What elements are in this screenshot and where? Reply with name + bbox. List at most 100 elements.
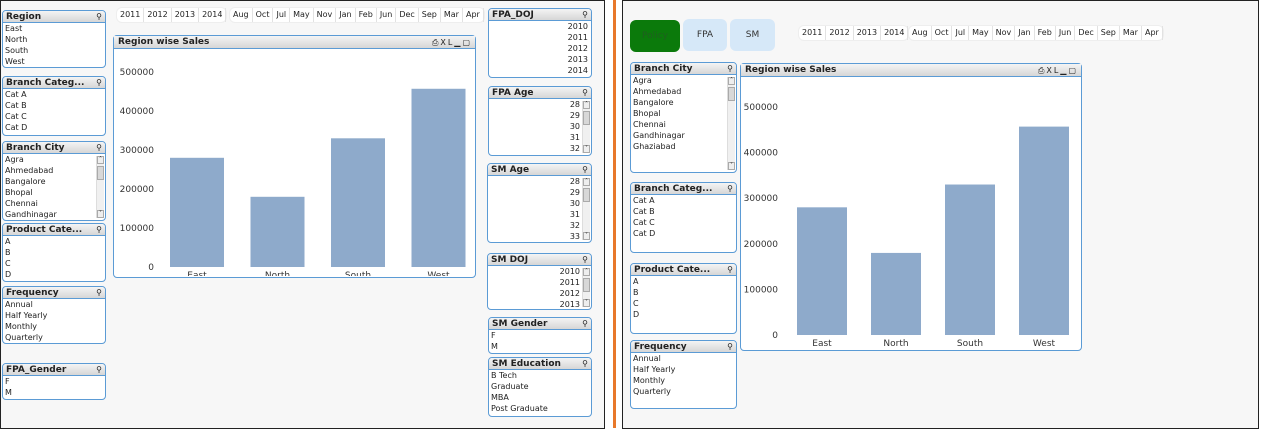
month-selector-button[interactable]: Dec	[396, 8, 419, 22]
month-selector-button[interactable]: Nov	[993, 26, 1016, 40]
search-icon[interactable]: ⚲	[96, 143, 102, 152]
listbox-item[interactable]: B	[5, 248, 11, 257]
listbox-item[interactable]: Cat C	[5, 112, 27, 121]
listbox-item[interactable]: D	[5, 270, 12, 279]
month-selector-button[interactable]: Apr	[1142, 26, 1163, 40]
listbox-item[interactable]: Quarterly	[633, 387, 671, 396]
listbox-item[interactable]: M	[491, 342, 498, 351]
year-selector-button[interactable]: 2013	[854, 26, 882, 40]
bar-east[interactable]	[170, 157, 224, 267]
print-icon[interactable]: ⎙	[1037, 66, 1047, 75]
listbox-item[interactable]: Cat A	[633, 196, 655, 205]
year-selector-button[interactable]: 2011	[799, 26, 827, 40]
search-icon[interactable]: ⚲	[727, 184, 733, 193]
search-icon[interactable]: ⚲	[582, 359, 588, 368]
year-selector-button[interactable]: 2014	[199, 8, 227, 22]
listbox-item[interactable]: 32	[569, 221, 580, 230]
listbox-item[interactable]: North	[5, 35, 28, 44]
year-selector-button[interactable]: 2013	[172, 8, 200, 22]
month-selector-button[interactable]: May	[969, 26, 993, 40]
listbox-item[interactable]: Annual	[5, 300, 33, 309]
search-icon[interactable]: ⚲	[727, 64, 733, 73]
month-selector-button[interactable]: Mar	[441, 8, 463, 22]
tab-fpa[interactable]: FPA	[683, 19, 727, 51]
listbox-item[interactable]: F	[5, 377, 10, 386]
listbox-title[interactable]: SM Age ⚲	[488, 164, 591, 176]
listbox-item[interactable]: A	[5, 237, 11, 246]
search-icon[interactable]: ⚲	[96, 225, 102, 234]
bar-north[interactable]	[250, 196, 305, 267]
listbox-item[interactable]: Cat C	[633, 218, 655, 227]
search-icon[interactable]: ⚲	[727, 265, 733, 274]
listbox-title[interactable]: SM DOJ ⚲	[488, 254, 591, 266]
bar-south[interactable]	[945, 184, 995, 335]
listbox-item[interactable]: 2012	[567, 44, 588, 53]
scroll-down-icon[interactable]: ˅	[728, 162, 735, 170]
listbox-item[interactable]: Cat A	[5, 90, 27, 99]
listbox-item[interactable]: 2013	[559, 300, 580, 309]
scrollbar[interactable]: ˄ ˅	[582, 101, 590, 153]
listbox-item[interactable]: F	[491, 331, 496, 340]
minimize-icon[interactable]: ▁	[1060, 66, 1069, 75]
listbox-item[interactable]: 2013	[567, 55, 588, 64]
listbox-item[interactable]: East	[5, 24, 23, 33]
scroll-thumb[interactable]	[583, 278, 590, 292]
listbox-title[interactable]: FPA_DOJ ⚲	[489, 9, 591, 21]
search-icon[interactable]: ⚲	[96, 365, 102, 374]
scroll-up-icon[interactable]: ˄	[583, 101, 590, 109]
listbox-title[interactable]: Product Cate... ⚲	[3, 224, 105, 236]
listbox-item[interactable]: Half Yearly	[5, 311, 48, 320]
listbox-item[interactable]: Ghaziabad	[633, 142, 676, 151]
scroll-down-icon[interactable]: ˅	[583, 299, 590, 307]
scroll-thumb[interactable]	[728, 87, 735, 101]
listbox-item[interactable]: Ahmedabad	[633, 87, 682, 96]
year-selector-button[interactable]: 2012	[144, 8, 172, 22]
maximize-icon[interactable]: ▢	[1068, 66, 1078, 75]
listbox-item[interactable]: MBA	[491, 393, 509, 402]
listbox-title[interactable]: Product Cate... ⚲	[631, 264, 736, 276]
month-selector-button[interactable]: Jun	[377, 8, 397, 22]
listbox-item[interactable]: Cat D	[633, 229, 656, 238]
month-selector-button[interactable]: Jan	[336, 8, 356, 22]
month-selector-button[interactable]: Nov	[314, 8, 337, 22]
listbox-item[interactable]: Half Yearly	[633, 365, 676, 374]
month-selector-button[interactable]: Aug	[230, 8, 253, 22]
year-selector-button[interactable]: 2014	[881, 26, 909, 40]
listbox-item[interactable]: Bangalore	[5, 177, 46, 186]
maximize-icon[interactable]: ▢	[462, 38, 472, 47]
month-selector-button[interactable]: Feb	[1035, 26, 1056, 40]
listbox-item[interactable]: 2012	[559, 289, 580, 298]
scroll-down-icon[interactable]: ˅	[583, 232, 590, 240]
year-selector-button[interactable]: 2011	[117, 8, 145, 22]
scroll-up-icon[interactable]: ˄	[728, 77, 735, 85]
listbox-title[interactable]: FPA Age ⚲	[489, 87, 591, 99]
listbox-item[interactable]: Monthly	[5, 322, 38, 331]
month-selector-button[interactable]: Jul	[273, 8, 291, 22]
scrollbar[interactable]: ˄ ˅	[727, 77, 735, 170]
listbox-item[interactable]: Ahmedabad	[5, 166, 54, 175]
scroll-down-icon[interactable]: ˅	[583, 145, 590, 153]
xl-export-icon[interactable]: XL	[440, 38, 455, 47]
search-icon[interactable]: ⚲	[582, 255, 588, 264]
year-selector-button[interactable]: 2012	[826, 26, 854, 40]
search-icon[interactable]: ⚲	[582, 10, 588, 19]
scrollbar[interactable]: ˄ ˅	[582, 178, 590, 240]
month-selector-button[interactable]: Mar	[1120, 26, 1142, 40]
listbox-item[interactable]: A	[633, 277, 639, 286]
listbox-title[interactable]: Branch City ⚲	[631, 63, 736, 75]
search-icon[interactable]: ⚲	[582, 319, 588, 328]
month-selector-button[interactable]: Aug	[909, 26, 932, 40]
month-selector-button[interactable]: Jul	[952, 26, 970, 40]
listbox-item[interactable]: Graduate	[491, 382, 529, 391]
listbox-title[interactable]: Branch City ⚲	[3, 142, 105, 154]
search-icon[interactable]: ⚲	[727, 342, 733, 351]
listbox-title[interactable]: Branch Categ... ⚲	[3, 77, 105, 89]
listbox-item[interactable]: C	[633, 299, 639, 308]
scroll-down-icon[interactable]: ˅	[97, 210, 104, 218]
listbox-item[interactable]: 32	[569, 144, 580, 153]
listbox-item[interactable]: 2011	[567, 33, 588, 42]
listbox-title[interactable]: Region ⚲	[3, 11, 105, 23]
listbox-item[interactable]: Post Graduate	[491, 404, 548, 413]
listbox-item[interactable]: Quarterly	[5, 333, 43, 342]
scroll-up-icon[interactable]: ˄	[97, 156, 104, 164]
